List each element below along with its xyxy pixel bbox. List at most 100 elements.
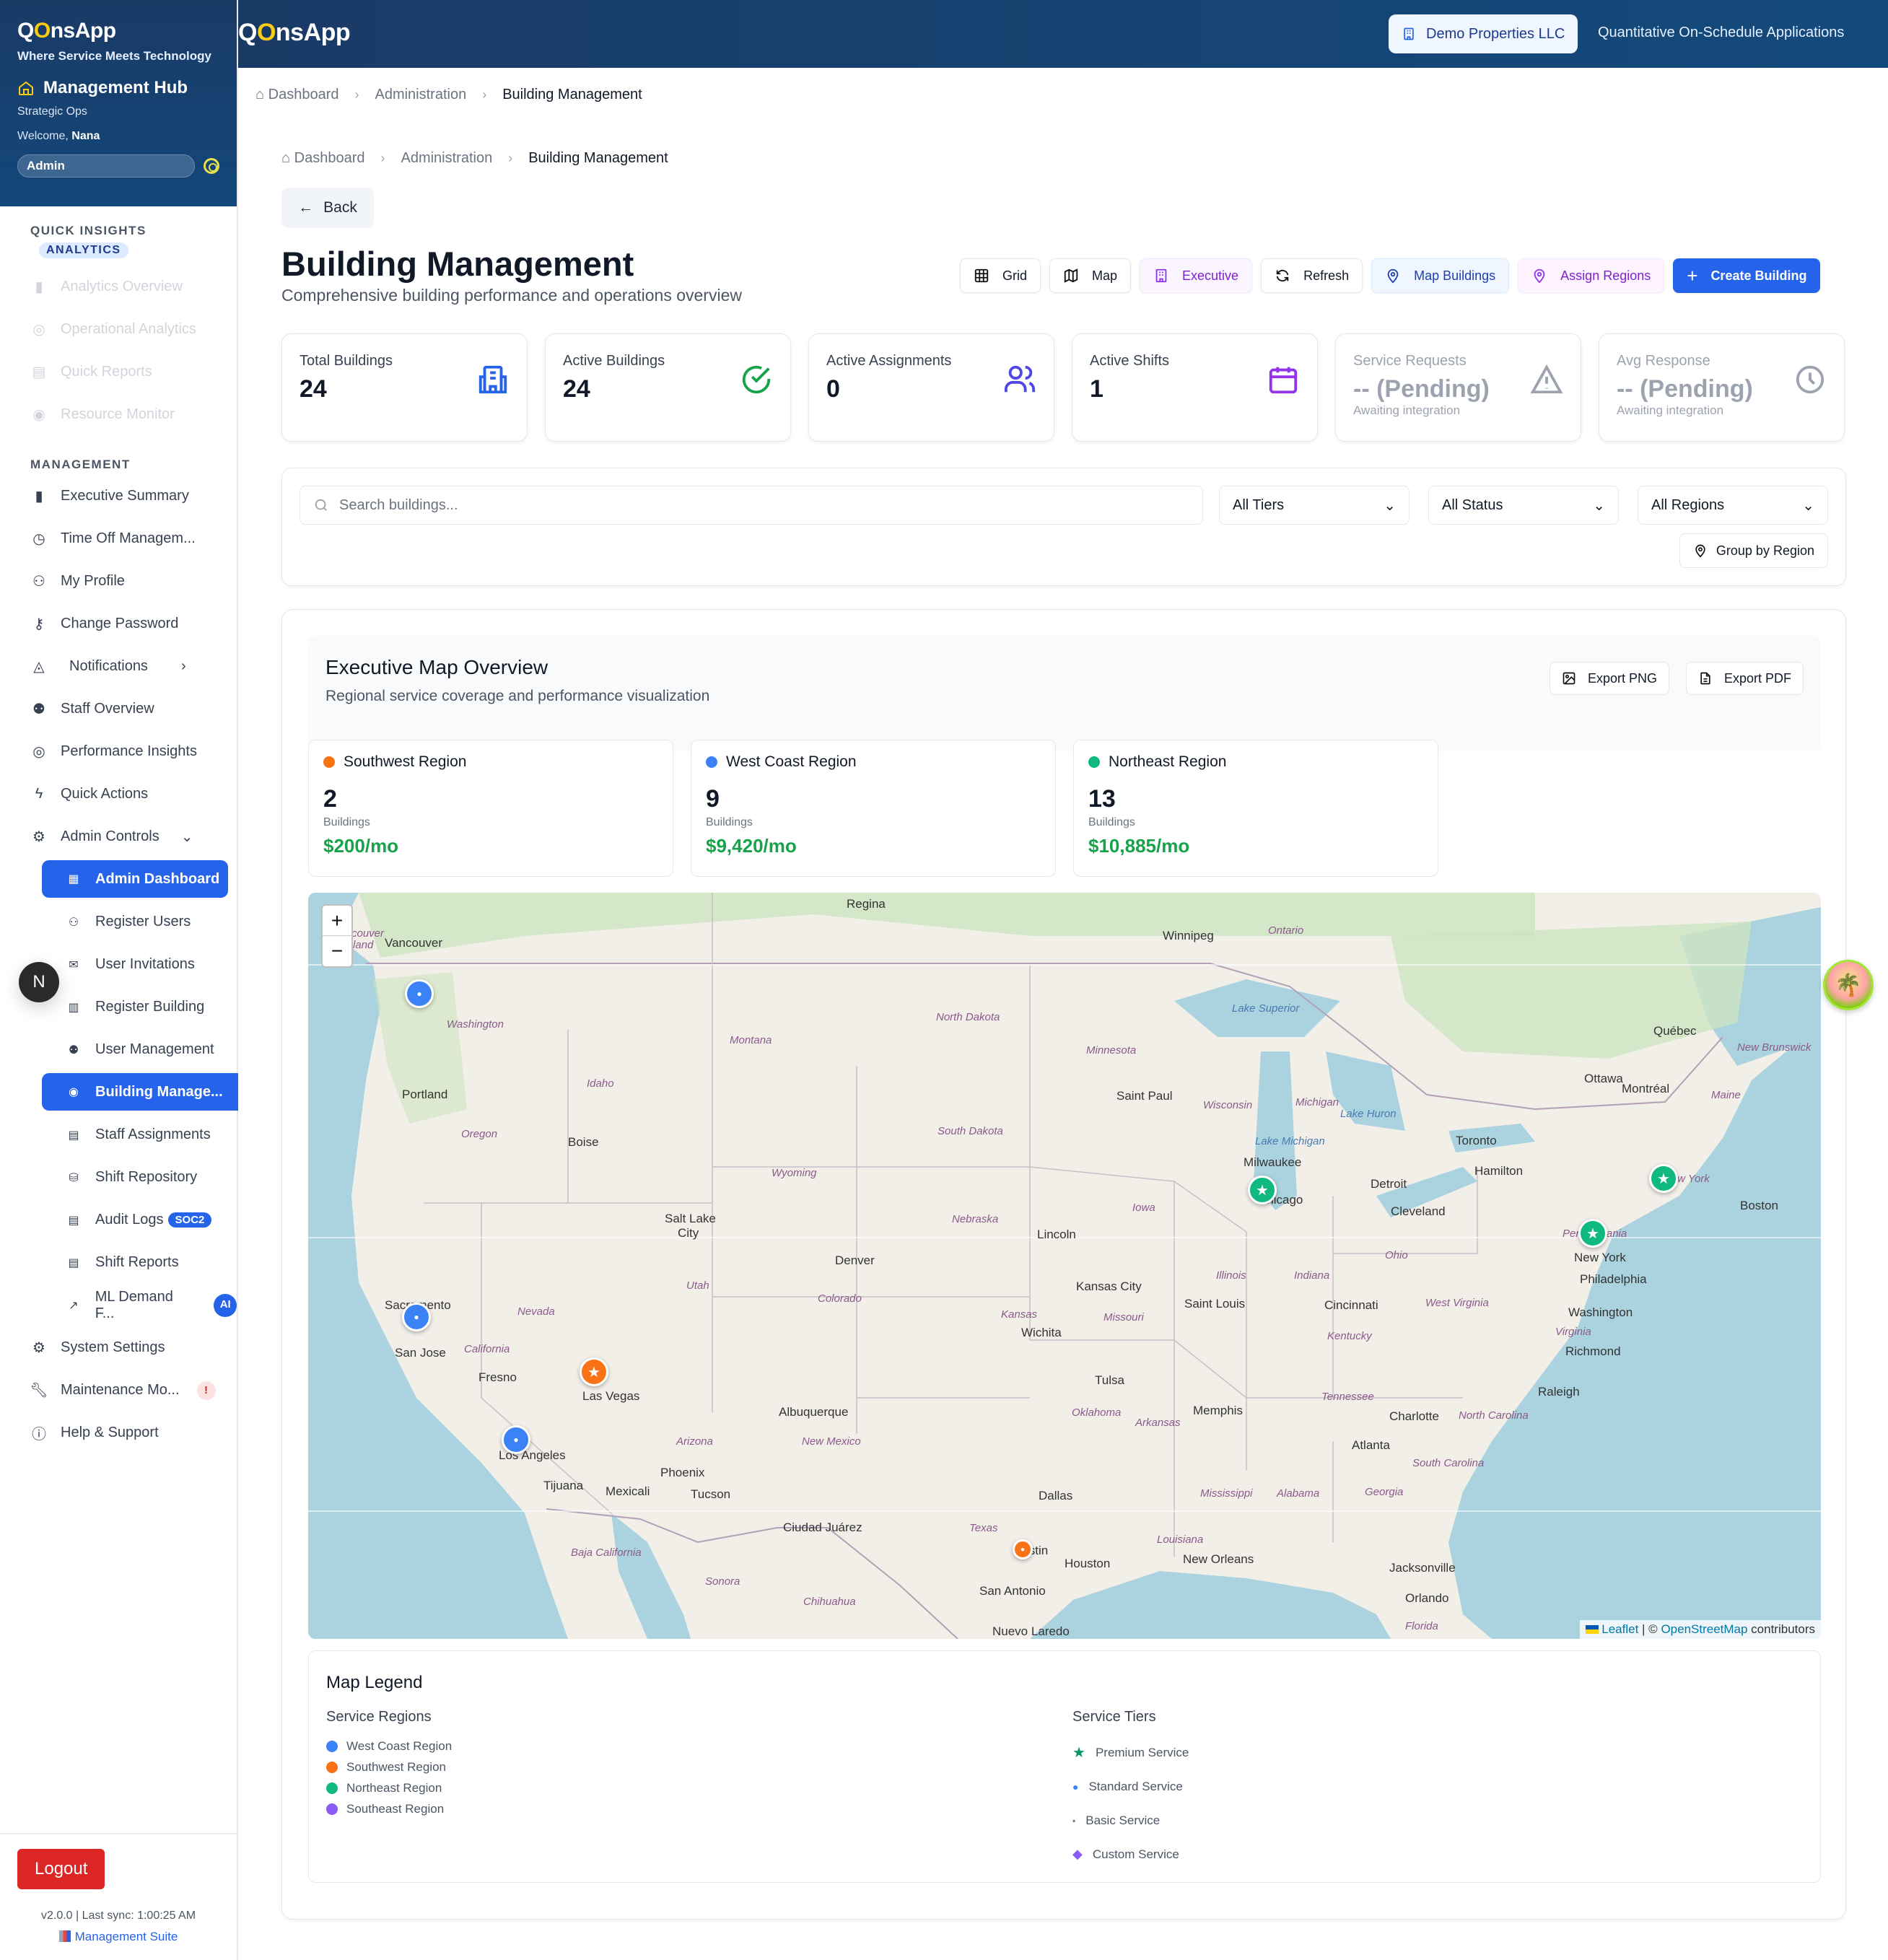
sidebar-item-performance-insights[interactable]: ◎ Performance Insights	[0, 730, 237, 773]
region-card-southwest[interactable]: Southwest Region 2 Buildings $200/mo	[308, 740, 673, 877]
san-jose-marker[interactable]: ●	[402, 1303, 431, 1331]
sidebar-item-analytics-overview[interactable]: ▮ Analytics Overview	[0, 266, 237, 308]
arrow-left-icon: ←	[298, 199, 314, 216]
sidebar-item-resource-monitor[interactable]: ◉ Resource Monitor	[0, 393, 237, 436]
role-badge[interactable]: Admin	[17, 154, 195, 178]
sidebar-item-user-management[interactable]: ⚉ User Management	[0, 1028, 237, 1071]
target-icon[interactable]	[204, 158, 219, 174]
target-icon: ◎	[32, 744, 45, 760]
legend-tier-custom: ◆ Custom Service	[1072, 1847, 1179, 1861]
topbar-brand[interactable]: QOnsApp	[238, 19, 351, 46]
sidebar-item-user-invitations[interactable]: ✉ User Invitations	[0, 943, 237, 986]
zoom-out-button[interactable]: −	[331, 940, 344, 962]
organization-selector[interactable]: Demo Properties LLC	[1389, 14, 1578, 53]
leaflet-map[interactable]: Regina Winnipeg Vancouver couver land Ontario…	[308, 893, 1821, 1639]
sidebar-item-time-off[interactable]: ◷ Time Off Managem...	[0, 517, 237, 560]
map-label: Iowa	[1132, 1202, 1155, 1214]
sidebar-item-staff-overview[interactable]: ⚉ Staff Overview	[0, 688, 237, 730]
austin-marker[interactable]: ●	[1013, 1539, 1033, 1559]
logout-button[interactable]: Logout	[17, 1849, 105, 1889]
management-suite-link[interactable]: Management Suite	[17, 1930, 219, 1944]
map-label: Tennessee	[1321, 1391, 1374, 1403]
tier-filter-select[interactable]: All Tiers ⌄	[1219, 486, 1410, 525]
region-summary-cards: Southwest Region 2 Buildings $200/mo Wes…	[308, 740, 1438, 877]
sidebar-item-operational-analytics[interactable]: ◎ Operational Analytics	[0, 308, 237, 351]
bar-chart-icon: ▮	[35, 279, 43, 295]
sidebar-item-register-building[interactable]: ▥ Register Building	[0, 986, 237, 1028]
breadcrumb-administration[interactable]: Administration	[375, 87, 467, 102]
region-card-northeast[interactable]: Northeast Region 13 Buildings $10,885/mo	[1073, 740, 1438, 877]
region-filter-select[interactable]: All Regions ⌄	[1638, 486, 1828, 525]
sidebar-item-quick-actions[interactable]: ϟ Quick Actions	[0, 773, 237, 815]
map-label: Boise	[568, 1135, 599, 1149]
map-label: Portland	[402, 1088, 448, 1101]
grid-view-button[interactable]: Grid	[960, 258, 1041, 293]
map-label: Chihuahua	[803, 1596, 856, 1608]
map-label: Indiana	[1294, 1269, 1330, 1282]
legend-title: Map Legend	[326, 1673, 423, 1692]
map-label: Québec	[1653, 1024, 1697, 1038]
export-pdf-button[interactable]: Export PDF	[1685, 662, 1804, 695]
service-regions-title: Service Regions	[326, 1709, 432, 1725]
sidebar-item-ml-demand[interactable]: ↗ ML Demand F... AI	[0, 1284, 237, 1326]
avatar[interactable]: N	[19, 962, 59, 1002]
leaflet-link[interactable]: Leaflet	[1601, 1622, 1639, 1636]
map-view-button[interactable]: Map	[1049, 258, 1132, 293]
search-box[interactable]	[300, 486, 1203, 525]
sidebar-item-admin-controls[interactable]: ⚙ Admin Controls ⌄	[0, 815, 237, 858]
assign-regions-button[interactable]: Assign Regions	[1518, 258, 1665, 293]
boston-marker[interactable]: ★	[1649, 1164, 1678, 1193]
sidebar-item-my-profile[interactable]: ⚇ My Profile	[0, 560, 237, 603]
export-png-button[interactable]: Export PNG	[1549, 662, 1669, 695]
bell-icon: ◬	[33, 659, 45, 675]
breadcrumb-dashboard[interactable]: ⌂ Dashboard	[281, 150, 365, 166]
sidebar-item-notifications[interactable]: ◬ Notifications ›	[0, 645, 237, 688]
executive-view-button[interactable]: Executive	[1140, 258, 1253, 293]
hub-subtitle: Strategic Ops	[17, 105, 87, 118]
sidebar-item-help[interactable]: ⓘ Help & Support	[32, 1425, 159, 1443]
openstreetmap-link[interactable]: OpenStreetMap	[1661, 1622, 1748, 1636]
sidebar-item-shift-repository[interactable]: ⛁ Shift Repository	[0, 1156, 237, 1199]
map-buildings-button[interactable]: Map Buildings	[1371, 258, 1510, 293]
map-label: Saint Paul	[1116, 1089, 1173, 1103]
back-button[interactable]: ← Back	[281, 188, 374, 228]
sidebar-item-audit-logs[interactable]: ▤ Audit Logs SOC2	[0, 1199, 237, 1241]
legend-item-northeast: Northeast Region	[326, 1777, 452, 1798]
warning-badge: !	[196, 1381, 216, 1400]
map-label: California	[464, 1343, 510, 1355]
sidebar-item-change-password[interactable]: ⚷ Change Password	[0, 603, 237, 645]
region-card-west-coast[interactable]: West Coast Region 9 Buildings $9,420/mo	[691, 740, 1056, 877]
sidebar-item-maintenance[interactable]: 🔧︎ Maintenance Mo...!	[0, 1369, 237, 1412]
zoom-in-button[interactable]: +	[323, 906, 351, 936]
legend-item-southeast: Southeast Region	[326, 1798, 452, 1819]
breadcrumb-administration[interactable]: Administration	[401, 150, 493, 166]
los-angeles-marker[interactable]: ●	[502, 1425, 530, 1454]
sidebar-item-admin-dashboard[interactable]: ▦ Admin Dashboard	[42, 860, 228, 898]
map-label: Las Vegas	[582, 1389, 640, 1403]
search-input[interactable]	[339, 496, 1169, 514]
floating-assistant-icon[interactable]: 🌴	[1823, 960, 1874, 1010]
sidebar-item-register-users[interactable]: ⚇ Register Users	[0, 901, 237, 943]
status-filter-select[interactable]: All Status ⌄	[1428, 486, 1619, 525]
las-vegas-marker[interactable]: ★	[580, 1357, 608, 1386]
mail-icon: ✉	[69, 958, 79, 971]
refresh-button[interactable]: Refresh	[1261, 258, 1363, 293]
chicago-marker[interactable]: ★	[1248, 1176, 1277, 1204]
filters-panel: All Tiers⌄ All Status⌄ All Regions⌄ Grou…	[281, 468, 1846, 586]
sidebar-item-quick-reports[interactable]: ▤ Quick Reports	[0, 351, 237, 393]
new-york-marker[interactable]: ★	[1578, 1219, 1607, 1248]
seattle-marker[interactable]: ●	[405, 979, 434, 1008]
brand-logo[interactable]: QOnsApp	[17, 19, 116, 43]
image-icon	[1563, 672, 1575, 685]
create-building-button[interactable]: + Create Building	[1673, 258, 1821, 293]
chevron-right-icon: ›	[380, 151, 385, 165]
breadcrumb-dashboard[interactable]: ⌂ Dashboard	[255, 87, 339, 102]
sidebar-item-staff-assignments[interactable]: ▤ Staff Assignments	[0, 1114, 237, 1156]
sidebar-item-system-settings[interactable]: ⚙ System Settings	[0, 1326, 237, 1369]
sidebar-item-building-management[interactable]: ◉ Building Manage...	[42, 1073, 238, 1111]
group-by-region-button[interactable]: Group by Region	[1679, 533, 1828, 568]
legend-tier-standard: ● Standard Service	[1072, 1779, 1183, 1793]
sidebar-item-shift-reports[interactable]: ▤ Shift Reports	[0, 1241, 237, 1284]
app-fullname: Quantitative On-Schedule Applications	[1598, 25, 1845, 40]
sidebar-item-executive-summary[interactable]: ▮ Executive Summary	[0, 475, 237, 517]
